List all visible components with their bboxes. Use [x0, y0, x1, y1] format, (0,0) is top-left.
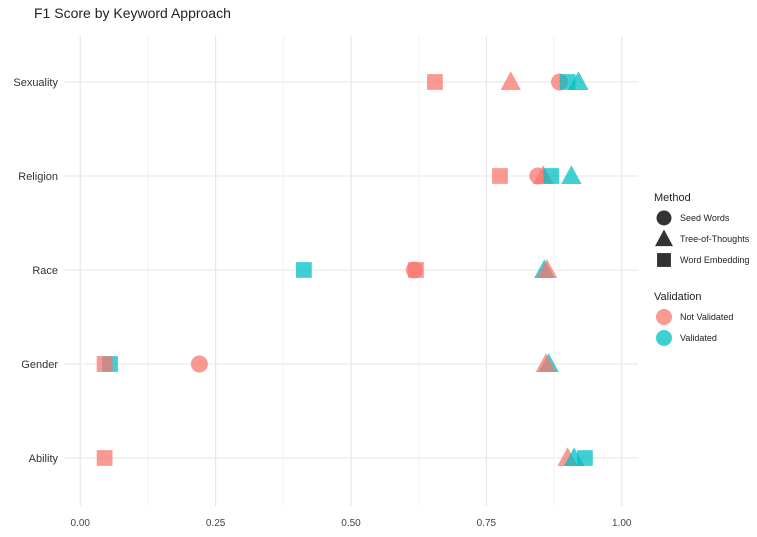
legend-validation-key: [656, 330, 672, 346]
y-axis-labels: Sexuality Religion Race Gender Ability: [13, 77, 58, 465]
legend-validation-title: Validation: [654, 291, 702, 303]
legend-validation-key: [656, 309, 672, 325]
data-point: [561, 165, 582, 185]
y-tick-label: Religion: [18, 171, 58, 183]
data-point: [190, 355, 208, 373]
legend-validation-label: Validated: [680, 333, 717, 343]
y-tick-label: Gender: [21, 359, 58, 371]
y-tick-label: Ability: [29, 453, 59, 465]
data-point: [296, 262, 312, 278]
data-point: [427, 74, 443, 90]
chart-title: F1 Score by Keyword Approach: [34, 5, 231, 21]
data-point: [536, 259, 558, 279]
x-tick-label: 0.50: [341, 518, 361, 529]
x-tick-label: 0.75: [477, 518, 497, 529]
legend-method-label: Word Embedding: [680, 255, 749, 265]
data-point: [535, 353, 557, 373]
y-tick-label: Race: [32, 265, 58, 277]
legend-method-key: [657, 253, 671, 267]
legend-validation: Validation Not Validated Validated: [654, 291, 733, 346]
legend-method-key: [656, 210, 672, 226]
legend-validation-label: Not Validated: [680, 312, 733, 322]
data-point: [577, 450, 593, 466]
legend-method-label: Seed Words: [680, 213, 730, 223]
data-point: [492, 168, 508, 184]
data-points: [96, 71, 593, 467]
data-point: [96, 356, 113, 372]
legend-method-label: Tree-of-Thoughts: [680, 234, 750, 244]
x-tick-label: 0.00: [71, 518, 91, 529]
y-tick-label: Sexuality: [13, 77, 58, 89]
data-point: [543, 168, 560, 184]
x-axis-labels: 0.00 0.25 0.50 0.75 1.00: [71, 518, 632, 529]
data-point: [568, 71, 589, 91]
x-tick-label: 0.25: [206, 518, 226, 529]
data-point: [500, 71, 521, 91]
data-point: [96, 450, 113, 466]
legend-method-title: Method: [654, 192, 691, 204]
data-point: [408, 262, 424, 278]
x-tick-label: 1.00: [612, 518, 632, 529]
legend-method: Method Seed Words Tree-of-Thoughts Word Em…: [654, 192, 750, 267]
legend-method-key: [655, 229, 673, 247]
